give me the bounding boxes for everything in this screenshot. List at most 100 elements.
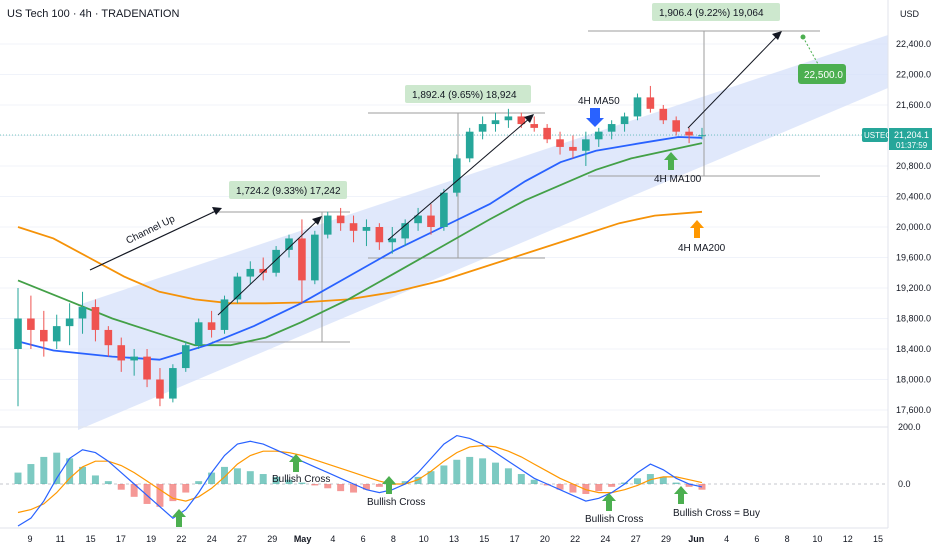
ma200-label: 4H MA200	[678, 243, 726, 254]
projection-arrow-3	[687, 31, 782, 129]
histogram-bar	[517, 474, 525, 484]
ma100-up-arrow-icon	[664, 152, 678, 170]
histogram-bar	[595, 484, 603, 492]
histogram-bar	[453, 459, 461, 484]
time-tick-label: 17	[510, 534, 520, 544]
time-tick-label: 12	[843, 534, 853, 544]
histogram-bar	[492, 462, 499, 484]
symbol-title[interactable]: US Tech 100 · 4h · TRADENATION	[7, 8, 179, 20]
time-tick-label: 10	[419, 534, 429, 544]
price-tick-label: 22,000.0	[896, 70, 931, 80]
time-tick-label: 24	[207, 534, 217, 544]
candle-body	[620, 116, 629, 125]
candle-body	[543, 127, 551, 140]
cross-label-4: Bullish Cross = Buy	[673, 508, 760, 519]
measurement-range-3	[588, 30, 820, 177]
time-tick-label: 13	[449, 534, 459, 544]
time-axis-bg	[0, 528, 932, 550]
candle-body	[169, 368, 177, 399]
candle-body	[607, 124, 616, 132]
histogram-bar	[104, 481, 112, 484]
candle-body	[556, 139, 564, 147]
measurement-label-1: 1,724.2 (9.33%) 17,242	[236, 186, 341, 197]
price-axis-ticks[interactable]: 22,400.022,000.021,600.021,200.020,800.0…	[896, 39, 931, 415]
time-axis-ticks[interactable]: 9 11 15 17 19 22 24 27 29 May 4 6 8 10 13 15 17 20 22 24 27 2…	[27, 534, 883, 544]
candle-body	[440, 192, 448, 227]
candle-body	[478, 124, 487, 132]
time-tick-label: 22	[176, 534, 186, 544]
candle-body	[517, 116, 526, 125]
candle-body	[52, 326, 61, 342]
histogram-bar	[401, 481, 409, 484]
candle-body	[491, 120, 500, 125]
macd-line	[17, 434, 703, 527]
histogram-bar	[27, 464, 35, 484]
histogram-bar	[375, 484, 383, 487]
histogram-bar	[233, 468, 241, 484]
price-tick-label: 22,400.0	[896, 39, 931, 49]
histogram-bar	[427, 471, 435, 484]
histogram-bar	[66, 458, 74, 484]
histogram-bar	[440, 465, 448, 484]
histogram-bar	[169, 484, 177, 502]
histogram-bar	[530, 479, 538, 484]
histogram-bar	[117, 484, 125, 490]
histogram-bar	[195, 481, 203, 484]
histogram-bar	[324, 484, 332, 489]
candle-body	[336, 215, 345, 224]
candle-body	[465, 131, 474, 159]
measurement-box-1	[229, 181, 347, 199]
candle-body	[414, 215, 422, 224]
histogram-bar	[556, 484, 564, 490]
target-box	[798, 64, 846, 84]
time-tick-label: 15	[479, 534, 489, 544]
candle-body	[104, 329, 113, 346]
candle-body	[672, 120, 680, 132]
price-tick-label: 19,600.0	[896, 253, 931, 263]
time-tick-label: May	[294, 534, 312, 544]
histogram-bar	[143, 484, 151, 504]
measurement-label-3: 1,906.4 (9.22%) 19,064	[659, 8, 764, 19]
time-tick-label: 24	[600, 534, 610, 544]
histogram-bar	[337, 484, 345, 492]
candle-body	[156, 379, 164, 399]
measurement-label-2: 1,892.4 (9.65%) 18,924	[412, 90, 517, 101]
cross-up-arrow-icon-3	[602, 493, 616, 511]
time-tick-label: 8	[785, 534, 790, 544]
price-tick-label: 18,800.0	[896, 314, 931, 324]
time-tick-label: 6	[754, 534, 759, 544]
projection-arrow-2	[387, 114, 534, 241]
ma100-label: 4H MA100	[654, 174, 702, 185]
histogram-bar	[182, 484, 190, 493]
osc-tick-label: 200.0	[898, 422, 921, 432]
histogram-bar	[246, 471, 254, 484]
cross-label-3: Bullish Cross	[585, 514, 643, 525]
candle-body	[504, 116, 513, 121]
ma200-line	[17, 210, 703, 305]
candle-body	[40, 329, 48, 342]
time-tick-label: 4	[724, 534, 729, 544]
candle-body	[143, 356, 151, 380]
price-tick-label: 18,400.0	[896, 344, 931, 354]
ma50-line	[17, 136, 703, 361]
cross-up-arrow-icon-1	[289, 454, 303, 472]
histogram-bar	[350, 484, 358, 493]
currency-label: USD	[900, 9, 920, 19]
histogram-bar	[659, 476, 667, 484]
price-axis-bg	[888, 0, 932, 528]
candle-body	[91, 307, 100, 330]
cross-up-arrow-icon-4	[674, 486, 688, 504]
price-tick-label: 17,600.0	[896, 405, 931, 415]
histogram-bar	[14, 472, 22, 484]
cross-label-2: Bullish Cross	[367, 497, 425, 508]
candle-body	[298, 238, 306, 281]
candle-body	[220, 299, 229, 330]
histogram-bar	[685, 484, 693, 487]
histogram-bar	[40, 456, 48, 484]
measurement-box-2	[405, 85, 531, 103]
time-tick-label: 22	[570, 534, 580, 544]
histogram-bar	[259, 474, 267, 484]
price-tick-label: 19,200.0	[896, 283, 931, 293]
